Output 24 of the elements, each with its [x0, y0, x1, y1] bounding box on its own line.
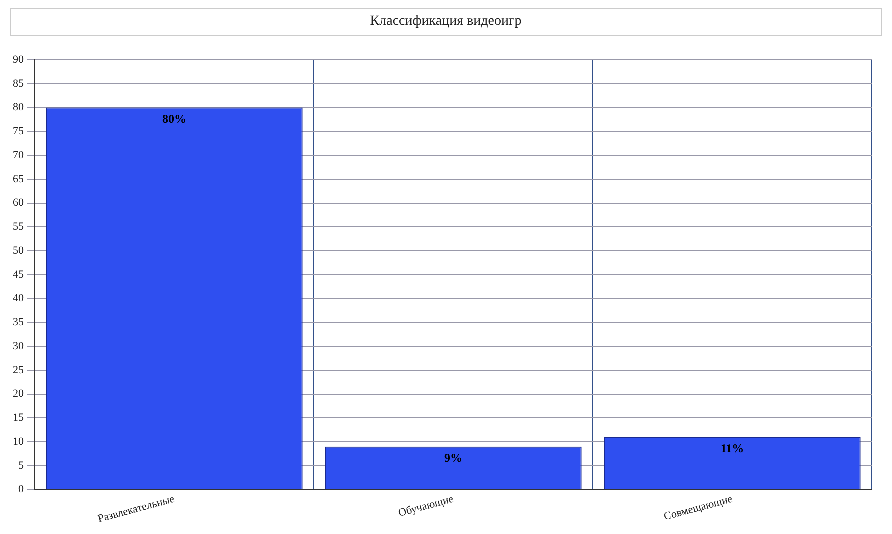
y-tick-label: 20 [13, 388, 24, 400]
chart-title: Классификация видеоигр [10, 8, 882, 36]
y-tick-label: 35 [13, 316, 24, 329]
y-tick-label: 90 [13, 54, 24, 66]
y-tick-label: 70 [13, 149, 24, 162]
y-tick-label: 45 [13, 268, 24, 281]
y-tick-label: 85 [13, 78, 24, 90]
x-tick-label: Обучающие [397, 493, 456, 520]
y-tick-label: 60 [13, 197, 24, 210]
y-tick-label: 5 [18, 460, 24, 472]
y-tick-label: 80 [13, 102, 24, 114]
data-label: 9% [444, 450, 462, 465]
data-label: 80% [162, 112, 186, 126]
y-tick-label: 15 [13, 412, 24, 424]
y-tick-label: 30 [13, 340, 24, 352]
y-tick-label: 25 [13, 364, 24, 376]
y-tick-label: 10 [13, 436, 24, 448]
y-tick-label: 40 [13, 292, 24, 305]
y-tick-label: 55 [13, 221, 24, 234]
y-tick-label: 75 [13, 126, 24, 138]
y-tick-label: 50 [13, 244, 24, 257]
data-label: 11% [720, 441, 744, 456]
y-tick-label: 0 [18, 484, 24, 496]
y-tick-label: 65 [13, 173, 24, 186]
